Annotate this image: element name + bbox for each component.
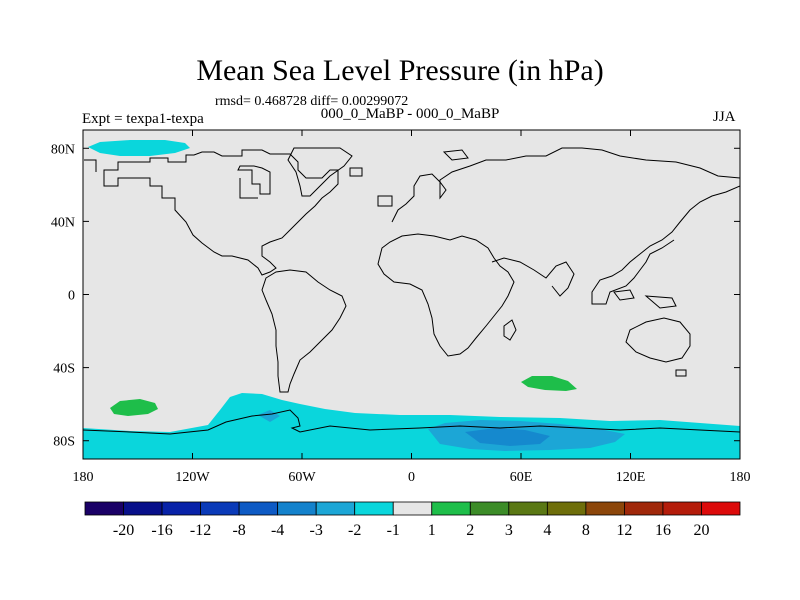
x-tick-label: 60W (288, 470, 316, 485)
x-tick-label: 180 (730, 470, 751, 485)
colorbar-swatch (123, 501, 163, 516)
x-axis: 180 120W 60W 0 60E 120E 180 (73, 130, 751, 485)
south-pacific-positive-anomaly (110, 399, 158, 416)
chart-title: Mean Sea Level Pressure (in hPa) (196, 54, 604, 87)
x-tick-label: 60E (510, 470, 533, 485)
colorbar-swatch (238, 501, 279, 516)
season-label: JJA (713, 109, 736, 125)
y-tick-label: 40S (53, 362, 75, 377)
colorbar-label: 8 (582, 522, 590, 539)
colorbar-swatch (392, 501, 433, 516)
coastlines (83, 147, 740, 435)
colorbar-swatch (315, 501, 356, 516)
x-tick-label: 120W (175, 470, 210, 485)
colorbar-swatch (585, 501, 625, 516)
y-tick-label: 80N (51, 142, 75, 157)
colorbar-label: 1 (428, 522, 436, 539)
experiment-label: Expt = texpa1-texpa (82, 111, 204, 127)
southern-ocean-core (465, 428, 550, 446)
colorbar-label: -16 (151, 522, 172, 539)
pressure-difference-fields (83, 140, 740, 459)
colorbar-swatch (624, 501, 664, 516)
colorbar-label: -4 (271, 522, 284, 539)
colorbar-swatch (508, 501, 548, 516)
colorbar-label: -1 (387, 522, 400, 539)
y-axis: 80N 40N 0 40S 80S (51, 142, 740, 450)
colorbar-label: 2 (466, 522, 474, 539)
colorbar-label: -20 (113, 522, 134, 539)
colorbar-label: 16 (655, 522, 671, 539)
indian-ocean-positive-anomaly (521, 376, 577, 391)
map-background (83, 130, 740, 459)
colorbar-swatch (662, 501, 702, 516)
colorbar-swatch (354, 501, 394, 516)
colorbar-label: -8 (232, 522, 245, 539)
colorbar-label: 3 (505, 522, 513, 539)
y-tick-label: 80S (53, 435, 75, 450)
colorbar-swatch (431, 501, 471, 516)
arctic-negative-anomaly (88, 140, 190, 156)
colorbar-swatch (200, 501, 240, 516)
colorbar-swatch (161, 501, 201, 516)
colorbar-label: 4 (543, 522, 551, 539)
colorbar-label: -12 (190, 522, 211, 539)
y-tick-label: 40N (51, 215, 75, 230)
colorbar-label: -3 (310, 522, 323, 539)
colorbar-label: -2 (348, 522, 361, 539)
x-tick-label: 180 (73, 470, 94, 485)
colorbar-label: 20 (693, 522, 709, 539)
y-tick-label: 0 (68, 289, 75, 304)
colorbar: -20 -16 -12 -8 -4 -3 -2 -1 1 2 3 4 8 12 16 20 (84, 501, 741, 539)
colorbar-label: 12 (616, 522, 632, 539)
colorbar-swatch (277, 501, 317, 516)
subtitle: 000_0_MaBP - 000_0_MaBP (320, 106, 500, 122)
colorbar-swatch (701, 501, 741, 516)
colorbar-swatch (546, 501, 587, 516)
x-tick-label: 120E (616, 470, 646, 485)
x-tick-label: 0 (408, 470, 415, 485)
colorbar-swatch (469, 501, 510, 516)
stats-text: rmsd= 0.468728 diff= 0.00299072 (215, 94, 409, 109)
colorbar-swatch (84, 501, 124, 516)
